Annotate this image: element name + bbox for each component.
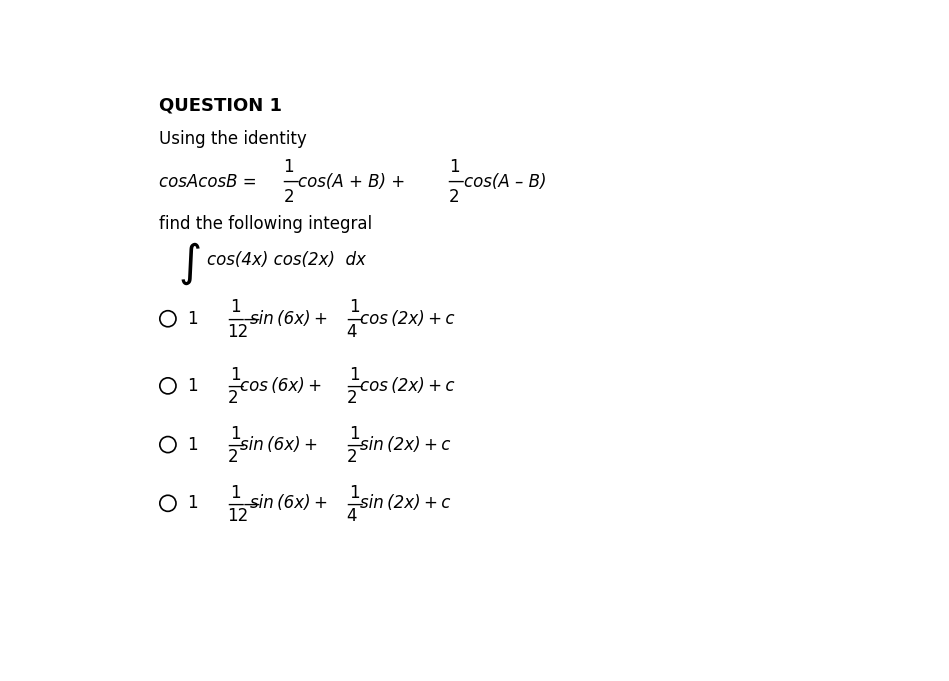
Text: —: — xyxy=(346,494,363,512)
Text: sin (6x) +: sin (6x) + xyxy=(240,436,318,454)
Text: 1: 1 xyxy=(449,158,459,176)
Text: 2: 2 xyxy=(346,448,357,466)
Text: —: — xyxy=(282,172,299,190)
Text: 4: 4 xyxy=(346,507,357,525)
Text: —: — xyxy=(228,377,244,395)
Text: 1: 1 xyxy=(187,436,197,454)
Text: ——: —— xyxy=(228,310,261,328)
Text: ——: —— xyxy=(228,494,261,512)
Text: 1: 1 xyxy=(230,425,240,443)
Text: cos (2x) + c: cos (2x) + c xyxy=(360,377,455,395)
Text: —: — xyxy=(447,172,464,190)
Text: 1: 1 xyxy=(230,366,240,384)
Text: 1: 1 xyxy=(187,494,197,512)
Text: sin (6x) +: sin (6x) + xyxy=(250,310,327,328)
Text: 2: 2 xyxy=(228,390,238,407)
Text: 1: 1 xyxy=(187,310,197,328)
Text: find the following integral: find the following integral xyxy=(159,215,372,234)
Text: 1: 1 xyxy=(187,377,197,395)
Text: cos(A + B) +: cos(A + B) + xyxy=(298,174,405,191)
Text: —: — xyxy=(228,436,244,454)
Text: sin (2x) + c: sin (2x) + c xyxy=(360,494,450,512)
Text: Using the identity: Using the identity xyxy=(159,130,307,148)
Text: ∫: ∫ xyxy=(179,242,202,285)
Text: 12: 12 xyxy=(228,507,249,525)
Text: 12: 12 xyxy=(228,323,249,341)
Text: —: — xyxy=(346,310,363,328)
Text: QUESTION 1: QUESTION 1 xyxy=(159,96,282,114)
Text: 1: 1 xyxy=(349,298,360,316)
Text: cosAcosB =: cosAcosB = xyxy=(159,174,256,191)
Text: 2: 2 xyxy=(346,390,357,407)
Text: sin (6x) +: sin (6x) + xyxy=(250,494,327,512)
Text: 2: 2 xyxy=(284,188,294,206)
Text: 1: 1 xyxy=(349,484,360,502)
Text: 1: 1 xyxy=(349,425,360,443)
Text: 2: 2 xyxy=(228,448,238,466)
Text: 1: 1 xyxy=(349,366,360,384)
Text: cos (2x) + c: cos (2x) + c xyxy=(360,310,455,328)
Text: —: — xyxy=(346,436,363,454)
Text: 2: 2 xyxy=(449,188,459,206)
Text: sin (2x) + c: sin (2x) + c xyxy=(360,436,450,454)
Text: 1: 1 xyxy=(230,298,240,316)
Text: cos(A – B): cos(A – B) xyxy=(463,174,546,191)
Text: cos(4x) cos(2x)  dx: cos(4x) cos(2x) dx xyxy=(207,251,365,269)
Text: —: — xyxy=(346,377,363,395)
Text: 4: 4 xyxy=(346,323,357,341)
Text: 1: 1 xyxy=(230,484,240,502)
Text: 1: 1 xyxy=(284,158,294,176)
Text: cos (6x) +: cos (6x) + xyxy=(240,377,322,395)
